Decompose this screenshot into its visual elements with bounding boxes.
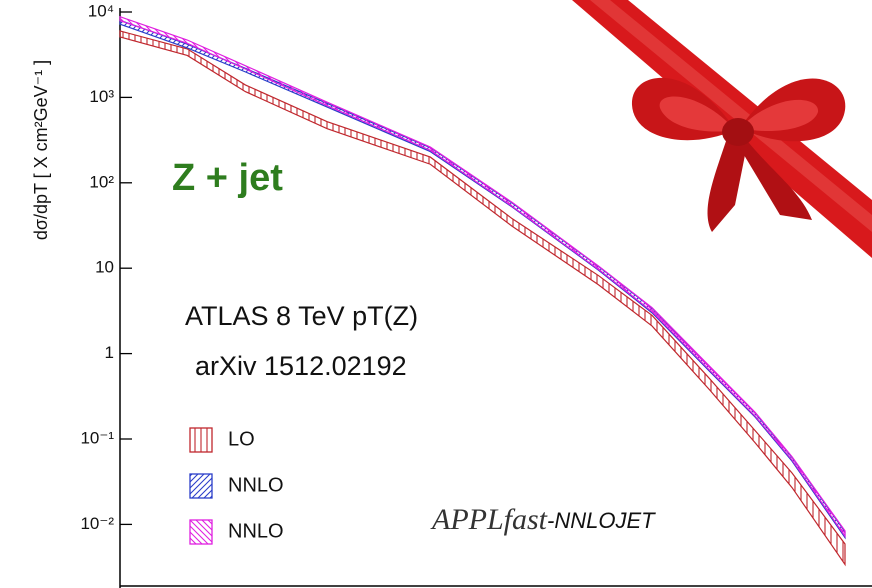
legend-swatch <box>189 473 213 499</box>
y-tick-label: 10⁴ <box>88 1 114 20</box>
legend-label: NNLO <box>228 474 284 496</box>
logo-script: APPLfast <box>430 503 548 536</box>
y-tick-label: 10² <box>89 172 114 191</box>
y-tick-label: 10⁻² <box>80 514 114 533</box>
y-axis-label: dσ/dpT [ X cm²GeV⁻¹ ] <box>31 60 51 240</box>
legend-swatch <box>189 427 213 453</box>
annotation: Z + jet <box>172 157 283 199</box>
annotation: ATLAS 8 TeV pT(Z) <box>185 301 418 331</box>
logo-text: -NNLOJET <box>547 508 656 533</box>
legend-swatch <box>189 519 213 545</box>
annotation: arXiv 1512.02192 <box>195 351 407 381</box>
band <box>119 30 846 567</box>
y-tick-label: 10 <box>95 258 114 277</box>
y-tick-label: 1 <box>105 343 114 362</box>
y-tick-label: 10⁻¹ <box>80 428 114 447</box>
band <box>119 15 846 538</box>
legend-label: NNLO <box>228 520 284 542</box>
logo: APPLfast-NNLOJET <box>430 503 656 536</box>
y-tick-label: 10³ <box>89 87 114 106</box>
bow-decoration <box>572 0 872 258</box>
legend-label: LO <box>228 428 255 450</box>
